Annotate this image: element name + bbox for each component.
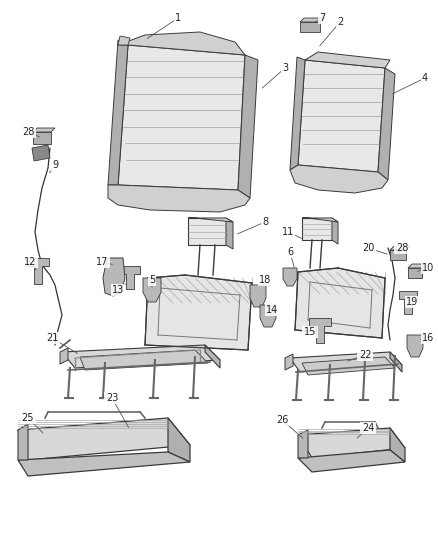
Polygon shape (390, 250, 406, 260)
Polygon shape (143, 278, 161, 302)
Polygon shape (32, 145, 50, 161)
Polygon shape (283, 268, 297, 286)
Text: 22: 22 (359, 350, 371, 360)
Polygon shape (18, 452, 190, 476)
Polygon shape (290, 57, 305, 170)
Polygon shape (300, 22, 320, 32)
Polygon shape (62, 345, 220, 368)
Text: 21: 21 (46, 333, 58, 343)
Polygon shape (302, 357, 395, 375)
Polygon shape (118, 32, 245, 55)
Polygon shape (60, 348, 68, 364)
Polygon shape (188, 218, 226, 245)
Polygon shape (80, 350, 208, 370)
Polygon shape (390, 246, 410, 250)
Polygon shape (145, 275, 252, 350)
Text: 19: 19 (406, 297, 418, 307)
Text: 28: 28 (396, 243, 408, 253)
Polygon shape (103, 258, 125, 296)
Text: 17: 17 (96, 257, 108, 267)
Polygon shape (290, 165, 388, 193)
Text: 10: 10 (422, 263, 434, 273)
Polygon shape (108, 40, 128, 185)
Text: 20: 20 (362, 243, 374, 253)
Text: 6: 6 (287, 247, 293, 257)
Polygon shape (390, 428, 405, 462)
Polygon shape (302, 218, 332, 240)
Polygon shape (27, 258, 49, 284)
Text: 23: 23 (106, 393, 118, 403)
Text: 14: 14 (266, 305, 278, 315)
Text: 24: 24 (362, 423, 374, 433)
Text: 9: 9 (52, 160, 58, 170)
Text: 18: 18 (259, 275, 271, 285)
Text: 3: 3 (282, 63, 288, 73)
Text: 1: 1 (175, 13, 181, 23)
Polygon shape (118, 45, 245, 190)
Text: 2: 2 (337, 17, 343, 27)
Polygon shape (108, 185, 250, 212)
Text: 13: 13 (112, 285, 124, 295)
Polygon shape (118, 36, 130, 45)
Polygon shape (18, 424, 28, 460)
Polygon shape (305, 52, 390, 68)
Text: 4: 4 (422, 73, 428, 83)
Polygon shape (168, 418, 190, 462)
Polygon shape (298, 60, 385, 172)
Polygon shape (226, 218, 233, 249)
Polygon shape (300, 18, 324, 22)
Text: 5: 5 (149, 275, 155, 285)
Polygon shape (290, 352, 402, 372)
Polygon shape (378, 68, 395, 180)
Polygon shape (285, 354, 293, 370)
Polygon shape (309, 318, 331, 343)
Polygon shape (238, 55, 258, 198)
Polygon shape (298, 430, 308, 458)
Text: 25: 25 (22, 413, 34, 423)
Polygon shape (399, 291, 417, 314)
Polygon shape (260, 305, 276, 327)
Polygon shape (250, 285, 266, 307)
Polygon shape (332, 218, 338, 244)
Polygon shape (33, 132, 51, 144)
Text: 26: 26 (276, 415, 288, 425)
Polygon shape (298, 450, 405, 472)
Polygon shape (408, 268, 422, 278)
Polygon shape (407, 335, 423, 357)
Polygon shape (302, 218, 338, 222)
Polygon shape (298, 428, 405, 458)
Polygon shape (120, 266, 140, 289)
Text: 12: 12 (24, 257, 36, 267)
Text: 7: 7 (319, 13, 325, 23)
Polygon shape (295, 268, 385, 338)
Polygon shape (33, 128, 55, 132)
Text: 28: 28 (22, 127, 34, 137)
Text: 11: 11 (282, 227, 294, 237)
Polygon shape (205, 345, 220, 368)
Text: 15: 15 (304, 327, 316, 337)
Polygon shape (408, 264, 426, 268)
Polygon shape (390, 352, 402, 372)
Text: 16: 16 (422, 333, 434, 343)
Text: 8: 8 (262, 217, 268, 227)
Polygon shape (188, 218, 233, 222)
Polygon shape (18, 418, 190, 460)
